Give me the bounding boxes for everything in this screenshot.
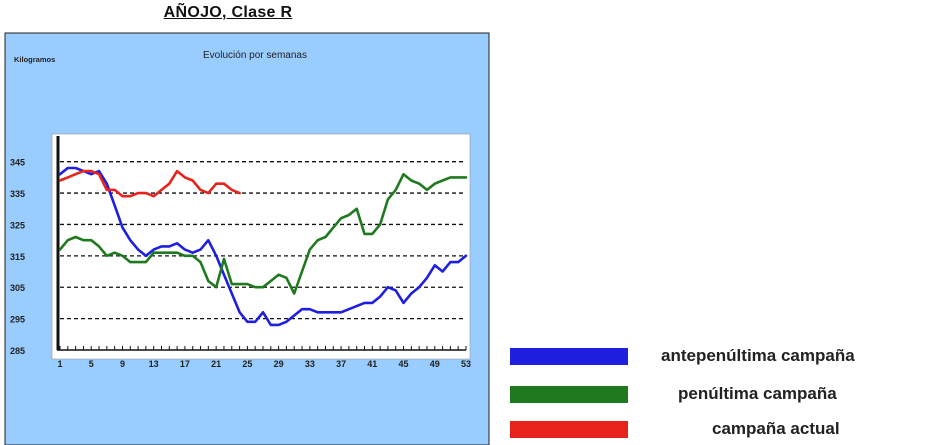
x-tick-label: 13 bbox=[149, 359, 159, 369]
x-tick-label: 1 bbox=[57, 359, 62, 369]
series-line-0 bbox=[58, 166, 468, 327]
y-tick-label: 295 bbox=[10, 315, 25, 325]
x-tick-label: 33 bbox=[305, 359, 315, 369]
x-tick-label: 49 bbox=[430, 359, 440, 369]
x-tick-label: 29 bbox=[274, 359, 284, 369]
y-tick-label: 315 bbox=[10, 252, 25, 262]
x-tick-label: 37 bbox=[336, 359, 346, 369]
y-tick-label: 325 bbox=[10, 220, 25, 230]
legend-swatch-antepenultima bbox=[510, 348, 628, 365]
series-lines bbox=[58, 166, 468, 327]
x-tick-label: 17 bbox=[180, 359, 190, 369]
y-tick-label: 285 bbox=[10, 346, 25, 356]
legend-swatch-penultima bbox=[510, 386, 628, 403]
x-tick-label: 25 bbox=[242, 359, 252, 369]
chart-title: AÑOJO, Clase R bbox=[163, 4, 293, 21]
x-tick-label: 5 bbox=[89, 359, 94, 369]
y-tick-label: 345 bbox=[10, 158, 25, 168]
series-line-2 bbox=[58, 169, 241, 198]
legend-label-actual: campaña actual bbox=[712, 419, 840, 438]
x-tick-label: 41 bbox=[367, 359, 377, 369]
x-tick-label: 9 bbox=[120, 359, 125, 369]
legend-label-antepenultima: antepenúltima campaña bbox=[661, 346, 855, 365]
x-axis: 1 5 9 13 17 21 25 29 33 37 41 45 49 53 bbox=[57, 346, 471, 369]
y-axis-label: Kilogramos bbox=[14, 55, 55, 64]
chart-subtitle: Evolución por semanas bbox=[203, 50, 307, 61]
legend-swatch-actual bbox=[510, 421, 628, 438]
x-tick-label: 45 bbox=[399, 359, 409, 369]
series-line-1 bbox=[58, 172, 468, 295]
x-tick-label: 53 bbox=[461, 359, 471, 369]
y-tick-label: 305 bbox=[10, 283, 25, 293]
legend-label-penultima: penúltima campaña bbox=[678, 384, 837, 403]
y-axis: 285 295 305 315 325 335 345 bbox=[10, 136, 60, 356]
plot-area bbox=[51, 133, 471, 360]
x-tick-label: 21 bbox=[211, 359, 221, 369]
y-tick-label: 335 bbox=[10, 189, 25, 199]
